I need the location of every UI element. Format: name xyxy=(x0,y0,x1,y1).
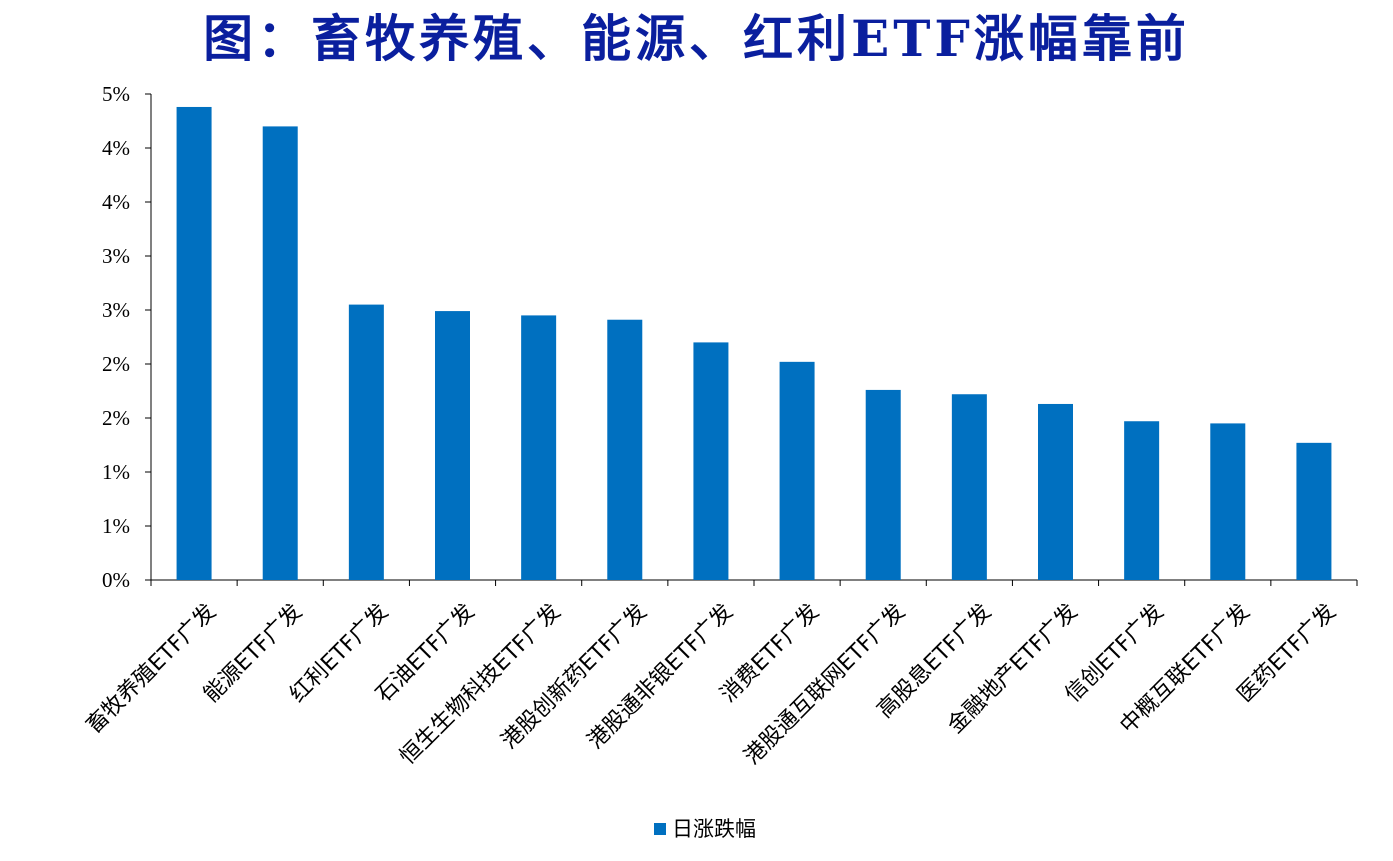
bar xyxy=(607,319,643,580)
category-labels: 畜牧养殖ETF广发能源ETF广发红利ETF广发石油ETF广发恒生生物科技ETF广… xyxy=(82,599,1341,769)
legend-swatch xyxy=(654,823,666,835)
y-tick-label: 4% xyxy=(102,136,130,160)
bar xyxy=(865,389,901,580)
category-label: 港股通非银ETF广发 xyxy=(583,599,738,754)
category-label: 畜牧养殖ETF广发 xyxy=(82,599,221,738)
bar-series xyxy=(176,106,1332,581)
bar xyxy=(1296,442,1332,580)
y-tick-label: 0% xyxy=(102,568,130,592)
bar xyxy=(1210,423,1246,580)
bar xyxy=(262,126,298,581)
y-tick-label: 1% xyxy=(102,514,130,538)
category-label: 恒生生物科技ETF广发 xyxy=(395,599,565,769)
bar xyxy=(435,311,470,580)
bar xyxy=(176,106,212,581)
legend-label: 日涨跌幅 xyxy=(672,817,756,841)
y-tick-label: 2% xyxy=(102,406,130,430)
bar xyxy=(1124,421,1160,580)
y-tick-label: 5% xyxy=(102,82,130,106)
category-label: 港股通互联网ETF广发 xyxy=(740,599,910,769)
y-axis: 0% 1% 1% 2% 2% 3% 3% 4% 4% 5% xyxy=(102,82,152,592)
bar xyxy=(779,361,815,580)
y-tick-label: 2% xyxy=(102,352,130,376)
x-axis xyxy=(150,579,1358,586)
bar xyxy=(951,394,987,580)
category-label: 港股创新药ETF广发 xyxy=(497,599,652,754)
y-tick-label: 3% xyxy=(102,298,130,322)
chart-title: 图：畜牧养殖、能源、红利ETF涨幅靠前 xyxy=(203,9,1190,68)
legend: 日涨跌幅 xyxy=(654,817,756,841)
y-tick-label: 1% xyxy=(102,460,130,484)
y-tick-label: 4% xyxy=(102,190,130,214)
bar xyxy=(348,304,384,580)
bar xyxy=(693,342,729,580)
y-tick-label: 3% xyxy=(102,244,130,268)
bar xyxy=(521,315,557,580)
bar xyxy=(1038,403,1073,580)
